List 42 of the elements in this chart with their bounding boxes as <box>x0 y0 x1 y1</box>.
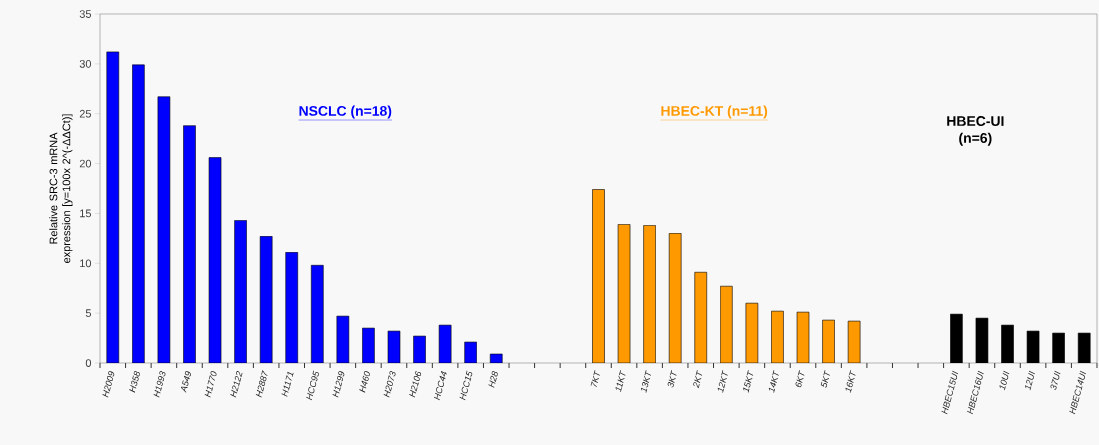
x-tick-label: H2009 <box>102 371 115 398</box>
x-tick-label: H2122 <box>230 371 243 398</box>
x-tick-label: 5KT <box>820 370 830 388</box>
x-tick-label: 7KT <box>590 370 600 388</box>
x-tick-label: H2106 <box>409 370 422 398</box>
y-tick-label: 5 <box>85 309 92 317</box>
x-tick-label: 16KT <box>845 370 856 393</box>
x-tick-label: A549 <box>181 371 191 393</box>
x-tick-label: H1770 <box>204 371 217 398</box>
annotation: HBEC-UI (n=6) <box>947 116 1004 146</box>
y-tick-label: 35 <box>79 10 92 18</box>
x-tick-label: H1171 <box>281 371 294 397</box>
y-axis-title: Relative SRC-3 mRNA expression [y=100x 2^(-ΔΔCt)] <box>49 114 73 263</box>
x-tick-label: H1993 <box>153 371 166 398</box>
x-tick-label: 13KT <box>640 370 651 393</box>
x-tick-label: H2887 <box>255 370 268 398</box>
x-tick-label: H1299 <box>332 371 345 398</box>
y-tick-label: 0 <box>85 359 92 367</box>
x-tick-label: HCC44 <box>433 370 447 401</box>
x-tick-label: HCC95 <box>306 370 319 401</box>
annotation: NSCLC (n=18) <box>299 105 392 119</box>
x-tick-label: 12UI <box>1025 370 1035 391</box>
x-tick-label: 12KT <box>717 370 728 393</box>
x-tick-label: 3KT <box>667 370 677 388</box>
x-tick-label: 10UI <box>999 370 1010 391</box>
x-tick-label: H28 <box>488 370 498 388</box>
x-tick-label: 37UI <box>1050 370 1061 390</box>
y-tick-label: 20 <box>79 159 92 168</box>
annotation: HBEC-KT (n=11) <box>661 105 768 119</box>
x-tick-label: 15KT <box>743 370 754 393</box>
x-tick-label: 6KT <box>795 370 805 388</box>
y-tick-label: 25 <box>79 109 92 118</box>
y-tick-label: 10 <box>80 259 92 268</box>
x-tick-label: 11KT <box>615 370 626 393</box>
x-tick-label: H2073 <box>383 371 396 398</box>
x-tick-label: HCC15 <box>459 370 473 401</box>
x-tick-label: H358 <box>129 370 140 393</box>
x-tick-label: H460 <box>359 371 370 393</box>
x-tick-label: 14KT <box>768 370 779 393</box>
y-tick-label: 30 <box>79 59 92 68</box>
x-tick-label: 2KT <box>693 370 703 389</box>
y-tick-label: 15 <box>80 209 92 218</box>
